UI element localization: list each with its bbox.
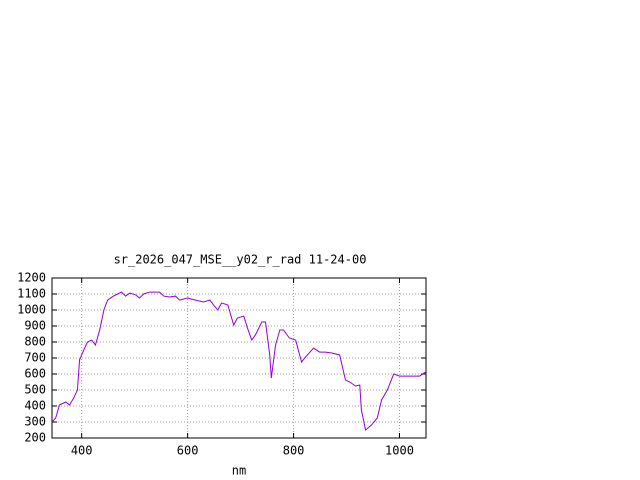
y-tick-label: 900 bbox=[24, 319, 46, 333]
x-tick-label: 1000 bbox=[385, 444, 414, 458]
y-tick-label: 1000 bbox=[17, 303, 46, 317]
y-tick-label: 400 bbox=[24, 399, 46, 413]
x-tick-label: 600 bbox=[177, 444, 199, 458]
chart-title: sr_2026_047_MSE__y02_r_rad 11-24-00 bbox=[114, 253, 367, 267]
y-tick-label: 500 bbox=[24, 383, 46, 397]
y-tick-label: 300 bbox=[24, 415, 46, 429]
x-axis-label: nm bbox=[232, 464, 246, 478]
x-tick-label: 800 bbox=[283, 444, 305, 458]
y-tick-label: 1100 bbox=[17, 287, 46, 301]
data-line bbox=[51, 291, 426, 431]
plot-frame bbox=[51, 277, 427, 439]
y-tick-label: 200 bbox=[24, 431, 46, 445]
x-tick-label: 400 bbox=[71, 444, 93, 458]
y-tick-label: 600 bbox=[24, 367, 46, 381]
y-tick-label: 700 bbox=[24, 351, 46, 365]
y-tick-label: 800 bbox=[24, 335, 46, 349]
y-tick-label: 1200 bbox=[17, 271, 46, 285]
